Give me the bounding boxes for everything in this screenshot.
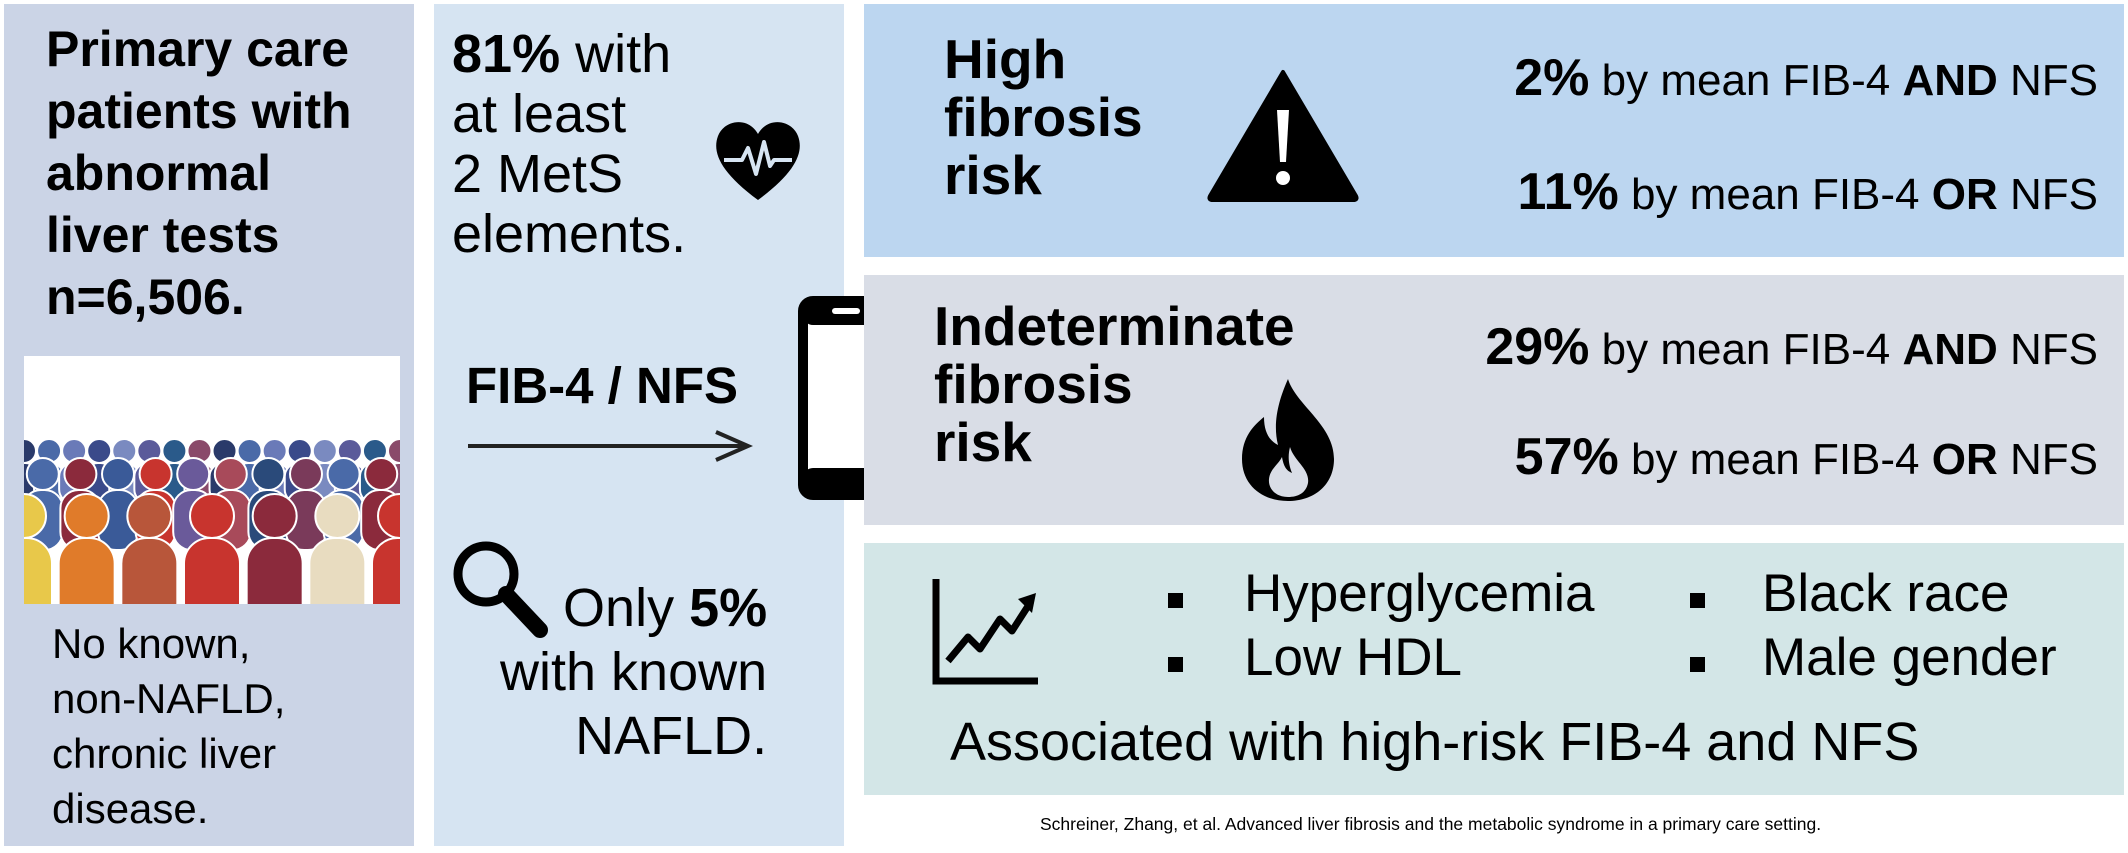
population-note-line: disease. <box>52 785 209 832</box>
warning-icon <box>1207 70 1359 202</box>
stat-operator: OR <box>1931 170 1998 219</box>
metabolic-panel: 81% with at least 2 MetS elements. FIB-4… <box>434 4 844 846</box>
stat-text: by mean FIB-4 <box>1618 170 1932 219</box>
population-title-line: patients with <box>46 83 352 139</box>
stat-operator: OR <box>1931 435 1998 484</box>
population-title-line: Primary care <box>46 21 350 77</box>
population-note-line: No known, <box>52 620 251 667</box>
population-title: Primary care patients with abnormal live… <box>46 18 352 328</box>
population-title-line: liver tests <box>46 207 280 263</box>
population-title-line: abnormal <box>46 145 272 201</box>
stat-value: 29% <box>1485 318 1590 376</box>
factor-item: Black race <box>1762 564 2010 623</box>
indeterminate-risk-label-line: risk <box>934 411 1032 473</box>
high-risk-and-stat: 2% by mean FIB-4 AND NFS <box>1514 48 2098 108</box>
high-risk-label: High fibrosis risk <box>944 30 1143 204</box>
stat-operator: AND <box>1902 56 1998 105</box>
factor-item: Male gender <box>1762 628 2057 687</box>
associations-panel: Hyperglycemia Black race Low HDL Male ge… <box>864 543 2124 795</box>
crowd-person <box>120 493 179 604</box>
population-note-line: non-NAFLD, <box>52 675 286 722</box>
population-note-line: chronic liver <box>52 730 277 777</box>
factor-bullet <box>1168 593 1183 608</box>
population-title-line: n=6,506. <box>46 269 245 325</box>
indeterminate-risk-label: Indeterminate fibrosis risk <box>934 297 1295 471</box>
crowd-person <box>308 493 367 604</box>
factor-bullet <box>1168 657 1183 672</box>
indeterminate-risk-panel: Indeterminate fibrosis risk 29% by mean … <box>864 275 2124 525</box>
mets-stat-line: 2 MetS <box>452 144 624 204</box>
crowd-person <box>97 457 139 551</box>
crowd-illustration <box>24 356 400 604</box>
stat-tail: NFS <box>1997 56 2098 105</box>
flame-icon <box>1242 379 1334 501</box>
factor-item: Low HDL <box>1244 628 1462 687</box>
crowd-person <box>371 493 400 604</box>
high-risk-panel: High fibrosis risk 2% by mean FIB-4 AND … <box>864 4 2124 257</box>
crowd-person <box>285 457 327 551</box>
stat-value: 11% <box>1517 163 1619 221</box>
high-risk-label-line: risk <box>944 144 1042 206</box>
high-risk-label-line: fibrosis <box>944 86 1143 148</box>
known-nafld-value: 5% <box>689 578 768 638</box>
stat-tail: NFS <box>1997 170 2098 219</box>
indeterminate-risk-label-line: fibrosis <box>934 353 1133 415</box>
mets-stat-value: 81% <box>452 24 561 84</box>
stat-text: by mean FIB-4 <box>1589 325 1903 374</box>
population-panel: Primary care patients with abnormal live… <box>4 4 414 846</box>
citation-footnote: Schreiner, Zhang, et al. Advanced liver … <box>1040 814 1822 834</box>
stat-value: 2% <box>1514 49 1590 107</box>
crowd-person <box>245 493 304 604</box>
stat-operator: AND <box>1902 325 1998 374</box>
arrow-right-icon <box>468 430 753 462</box>
crowd-person <box>183 493 241 604</box>
factor-bullet <box>1690 593 1705 608</box>
mets-stat-text: with <box>560 24 672 84</box>
high-risk-label-line: High <box>944 28 1067 90</box>
arrow-label: FIB-4 / NFS <box>466 357 739 414</box>
mets-stat-line: at least <box>452 84 627 144</box>
stat-value: 57% <box>1514 428 1619 486</box>
known-nafld-line: with known <box>500 642 768 702</box>
associations-caption: Associated with high-risk FIB-4 and NFS <box>950 712 1920 772</box>
mets-stat-line: elements. <box>452 204 687 264</box>
known-nafld-prefix: Only <box>563 578 690 638</box>
heart-pulse-icon <box>716 122 800 200</box>
crowd-person <box>24 493 53 604</box>
mets-stat: 81% with at least 2 MetS elements. <box>452 24 686 264</box>
stat-text: by mean FIB-4 <box>1618 435 1932 484</box>
stat-tail: NFS <box>1997 435 2098 484</box>
stat-text: by mean FIB-4 <box>1589 56 1903 105</box>
population-note: No known, non-NAFLD, chronic liver disea… <box>52 616 285 836</box>
indeterminate-risk-label-line: Indeterminate <box>934 295 1295 357</box>
crowd-person <box>57 493 116 604</box>
indeterminate-risk-or-stat: 57% by mean FIB-4 OR NFS <box>1515 427 2098 487</box>
high-risk-or-stat: 11% by mean FIB-4 OR NFS <box>1518 162 2098 222</box>
known-nafld-line: NAFLD. <box>575 706 768 766</box>
factor-bullet <box>1690 657 1705 672</box>
magnifier-icon <box>453 541 548 638</box>
known-nafld-stat: Only 5% with known NAFLD. <box>500 576 767 768</box>
indeterminate-risk-and-stat: 29% by mean FIB-4 AND NFS <box>1485 317 2098 377</box>
factor-item: Hyperglycemia <box>1244 564 1595 623</box>
trend-chart-icon <box>932 579 1038 685</box>
stat-tail: NFS <box>1997 325 2098 374</box>
